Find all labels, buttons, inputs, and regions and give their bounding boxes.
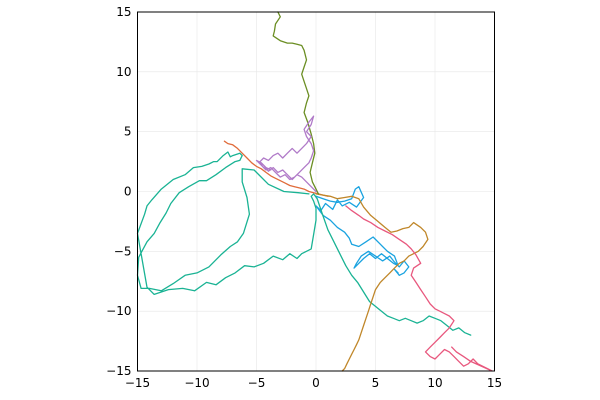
x-tick-label: 5 [372,376,380,390]
y-tick-label: 0 [124,185,132,199]
series-line-4 [315,193,429,372]
x-tick-label: −15 [125,376,150,390]
series-line-2 [223,140,329,197]
x-tick-label: 10 [427,376,442,390]
x-tick-label: −10 [184,376,209,390]
y-tick-label: 5 [124,125,132,139]
y-tick-label: 10 [116,65,131,79]
series-line-1 [315,186,410,276]
series-line-7 [255,115,317,193]
x-tick-label: −5 [248,376,266,390]
series-line-6 [272,11,320,195]
x-tick-label: 15 [487,376,502,390]
plot-frame [137,11,495,372]
x-axis: −15 −10 −5 0 5 10 15 [125,376,502,390]
y-axis: −15 −10 −5 0 5 10 15 [106,5,131,378]
y-tick-label: 15 [116,5,131,19]
y-tick-label: −10 [106,304,131,318]
y-tick-label: −15 [106,364,131,378]
series-line-5 [345,205,493,372]
y-tick-label: −5 [114,244,132,258]
x-tick-label: 0 [312,376,320,390]
